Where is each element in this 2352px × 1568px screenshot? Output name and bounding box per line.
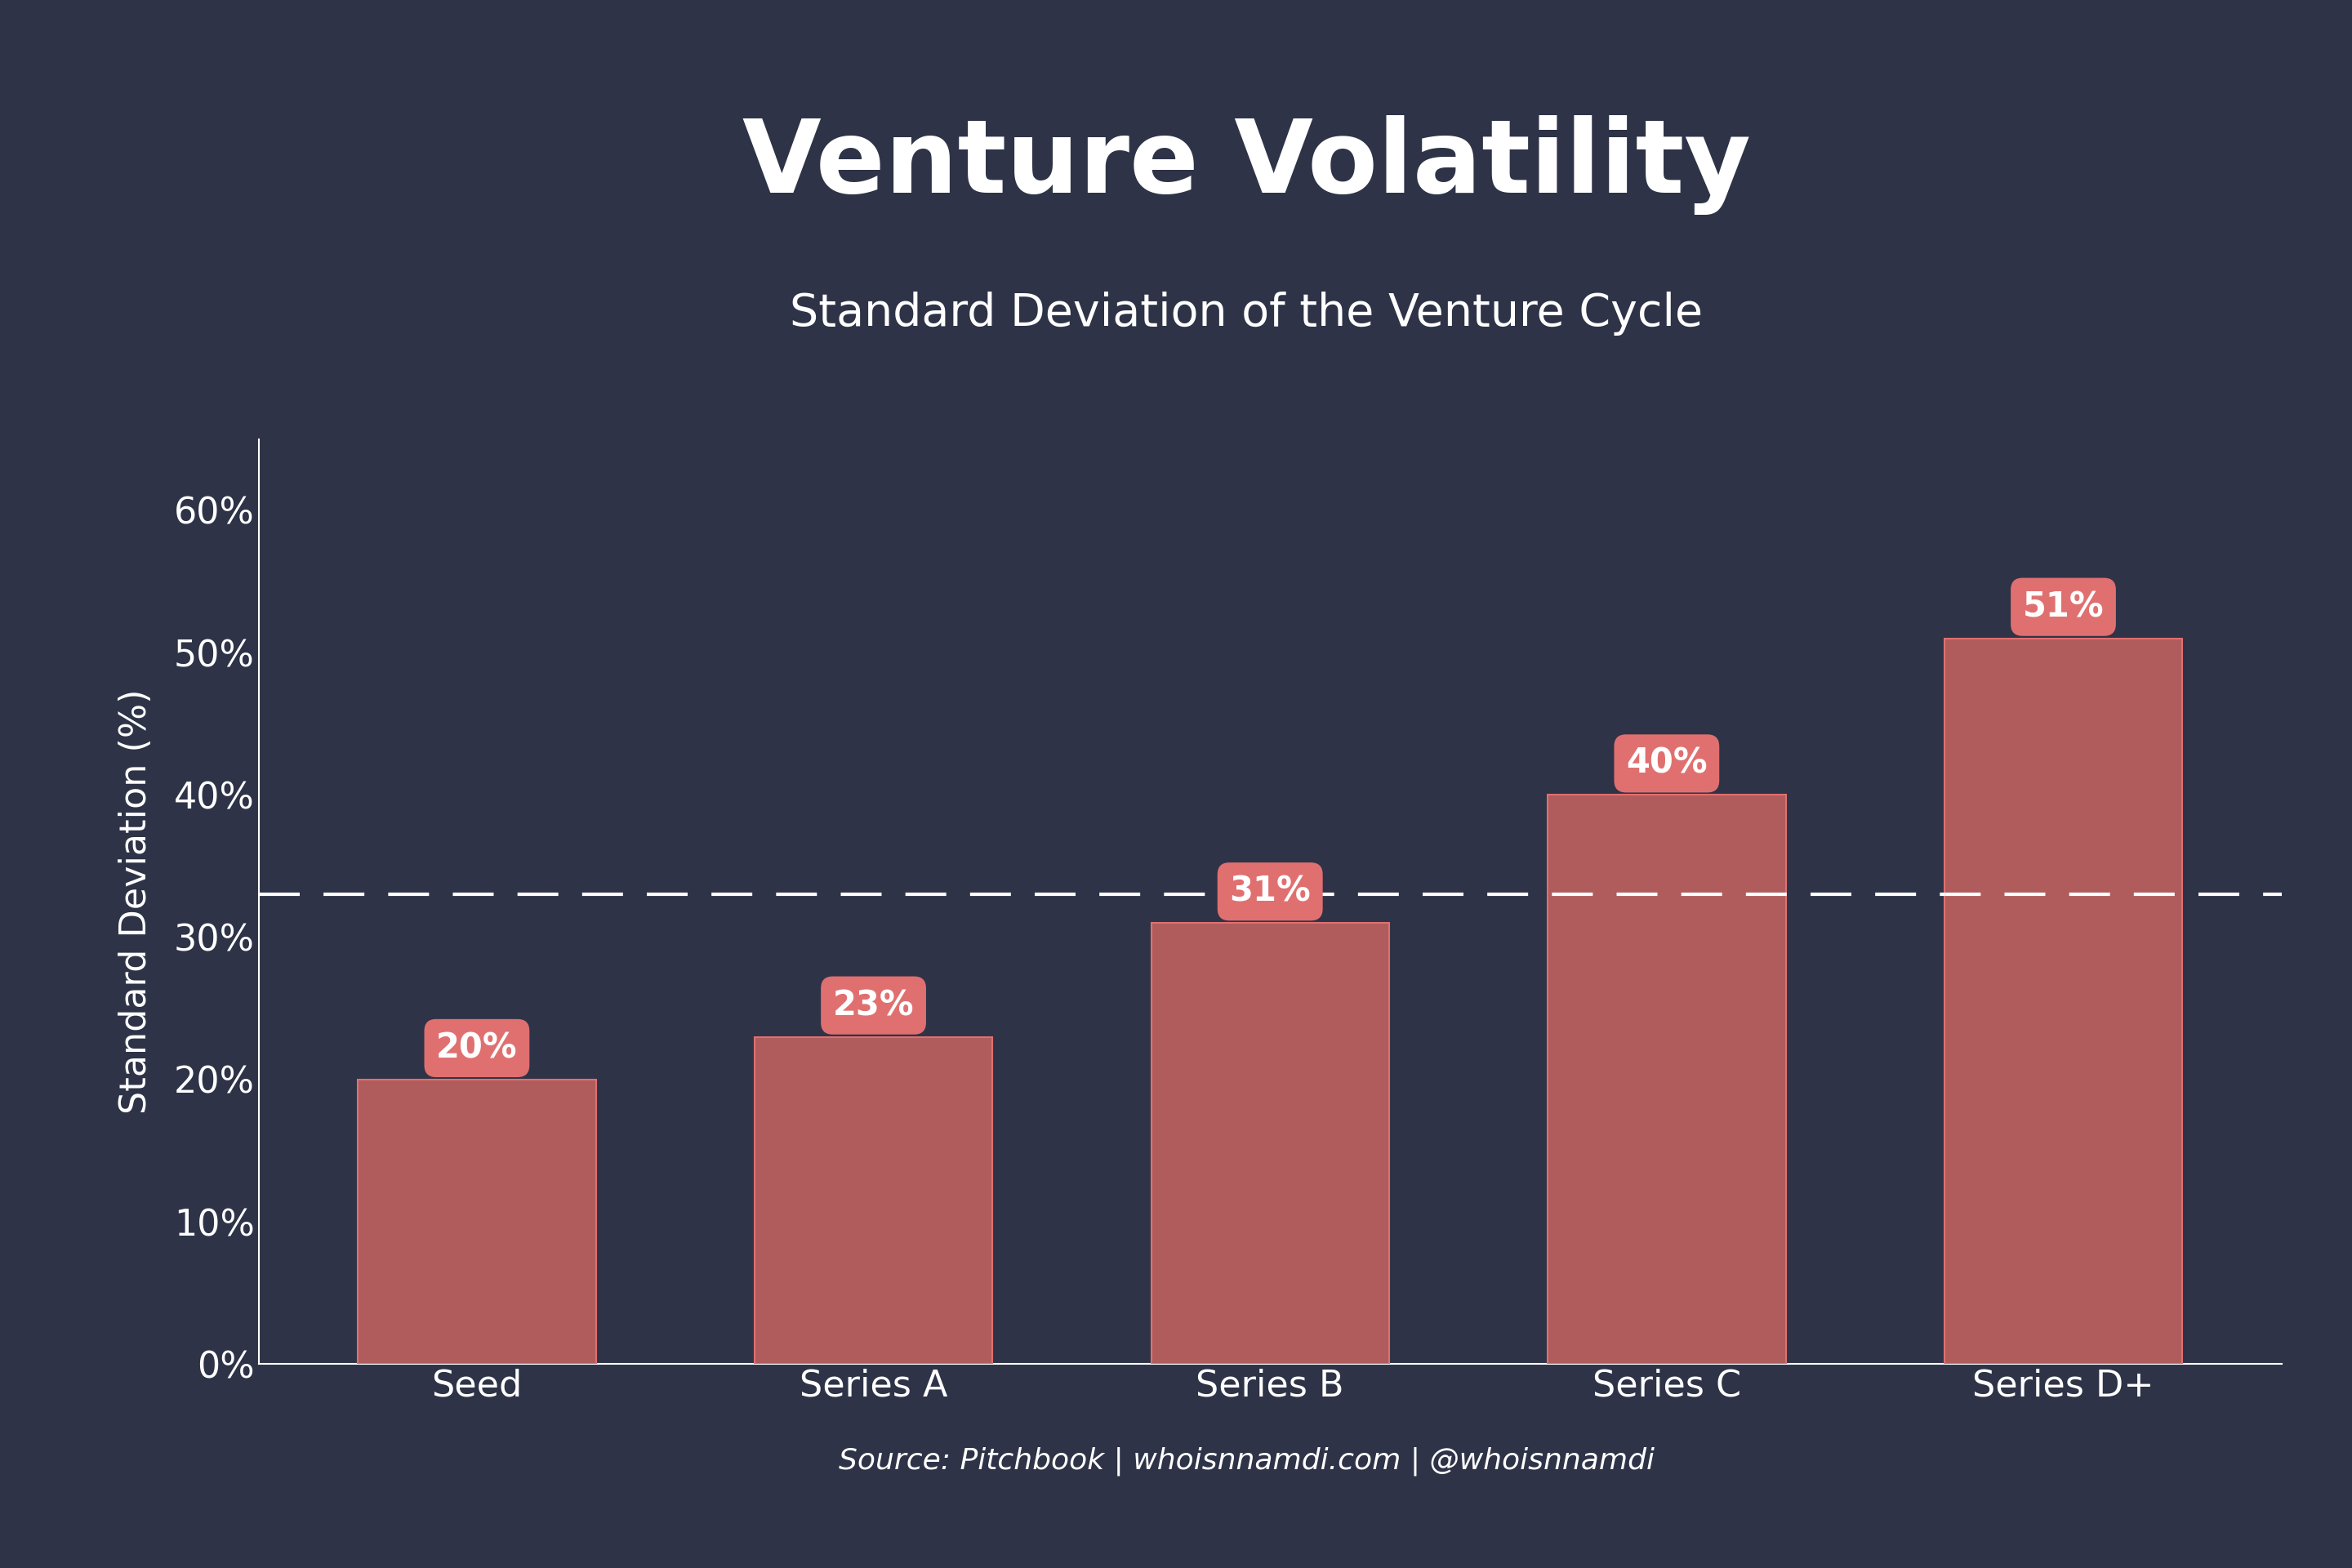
- Text: Standard Deviation of the Venture Cycle: Standard Deviation of the Venture Cycle: [790, 292, 1703, 336]
- Y-axis label: Standard Deviation (%): Standard Deviation (%): [118, 688, 153, 1115]
- Bar: [1548, 795, 1785, 1364]
- Text: 23%: 23%: [833, 988, 915, 1022]
- Bar: [1150, 924, 1390, 1364]
- Text: Venture Volatility: Venture Volatility: [743, 114, 1750, 215]
- Text: Source: Pitchbook | whoisnnamdi.com | @whoisnnamdi: Source: Pitchbook | whoisnnamdi.com | @w…: [840, 1447, 1653, 1475]
- Text: 20%: 20%: [435, 1032, 517, 1065]
- Bar: [358, 1079, 595, 1364]
- Bar: [1945, 638, 2183, 1364]
- Text: 51%: 51%: [2023, 590, 2105, 624]
- Text: 40%: 40%: [1625, 746, 1708, 781]
- Bar: [755, 1036, 993, 1364]
- Text: 31%: 31%: [1230, 875, 1310, 909]
